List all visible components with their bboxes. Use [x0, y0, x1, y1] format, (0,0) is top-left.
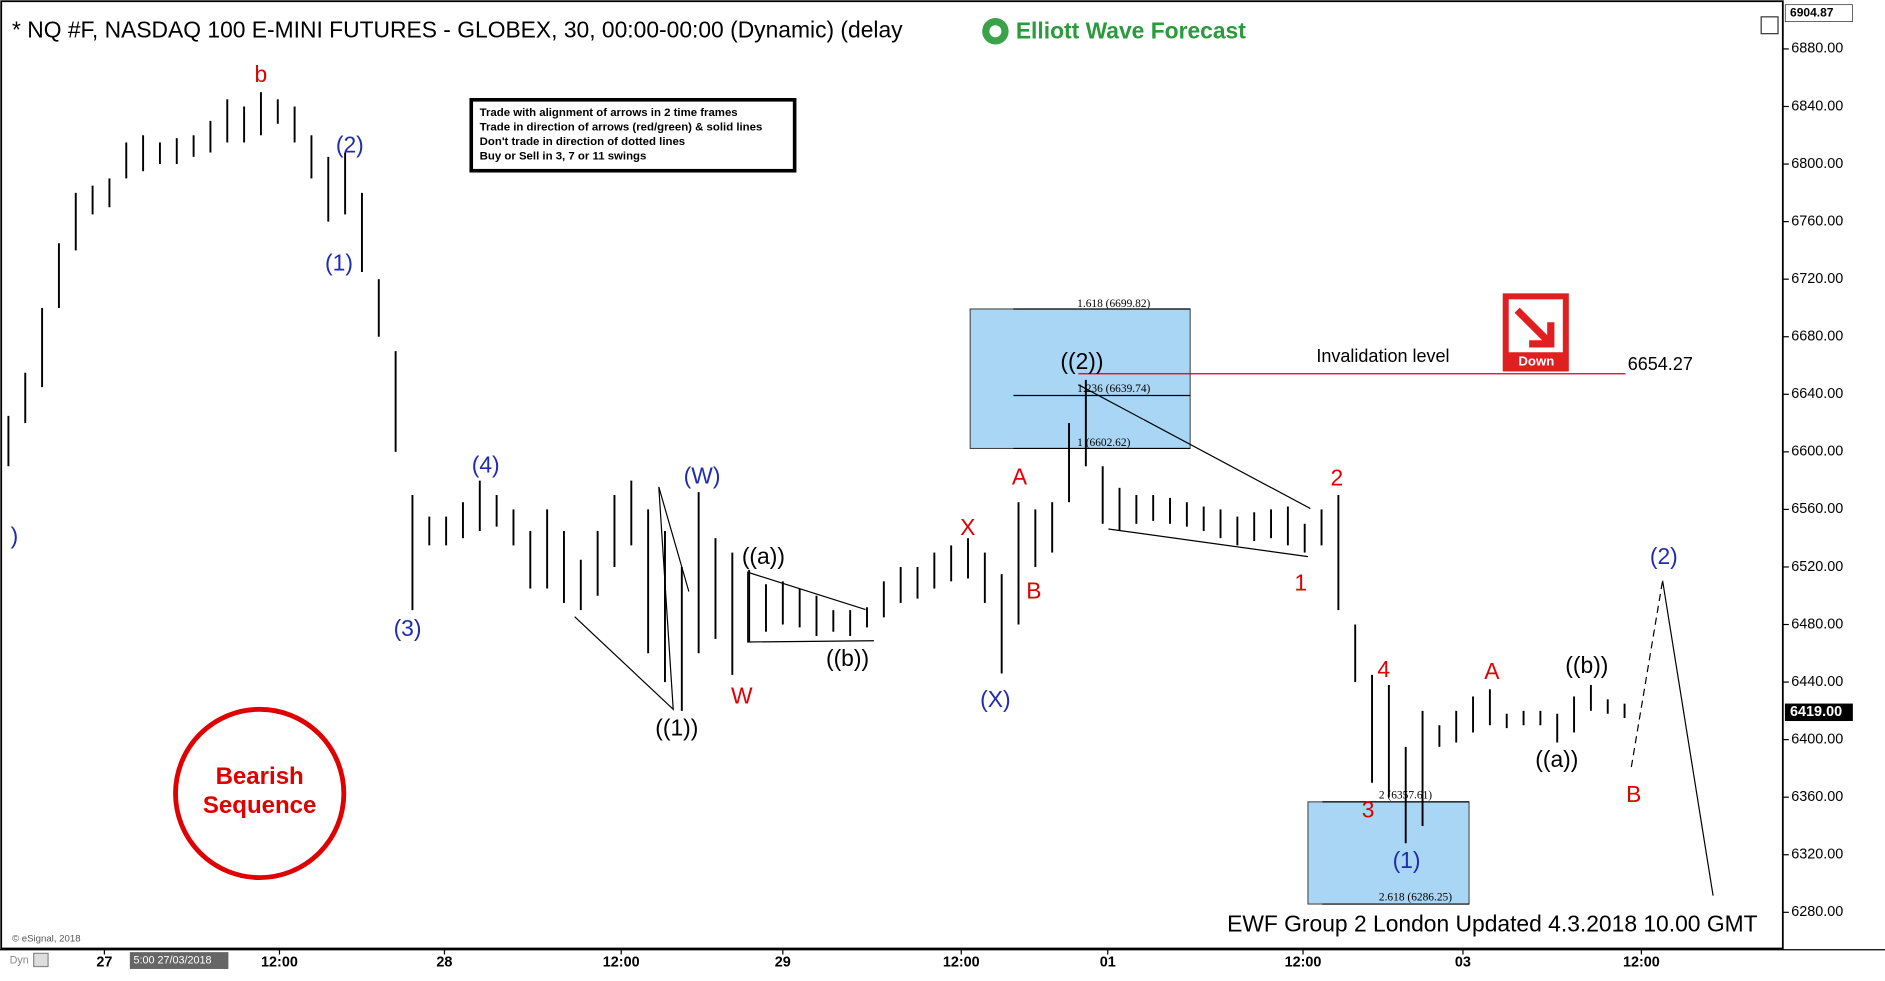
y-tick-label: 6520.00	[1791, 559, 1843, 575]
y-tick-label: 6800.00	[1791, 156, 1843, 172]
projection	[1630, 580, 1664, 768]
y-tick-label: 6680.00	[1791, 329, 1843, 345]
fib-box	[969, 308, 1191, 449]
y-tick-label: 6880.00	[1791, 41, 1843, 57]
wave-label: A	[1484, 658, 1500, 684]
x-tick-label: 12:00	[943, 955, 980, 971]
wave-label: )	[11, 522, 19, 548]
x-tick-label: 12:00	[1285, 955, 1322, 971]
y-tick-label: 6360.00	[1791, 789, 1843, 805]
cursor-time-box	[129, 952, 229, 969]
cursor-time: 5:00 27/03/2018	[133, 954, 211, 966]
rule-text: Don't trade in direction of dotted lines	[480, 136, 685, 148]
wave-label: b	[255, 61, 268, 87]
wave-label: W	[731, 682, 753, 708]
x-tick-label: 01	[1100, 955, 1116, 971]
logo-text: Elliott Wave Forecast	[1016, 18, 1246, 44]
bearish-text: Bearish	[216, 763, 304, 790]
y-tick-label: 6720.00	[1791, 271, 1843, 287]
fib-label: 1 (6602.62)	[1077, 437, 1130, 449]
fib-label: 1.618 (6699.82)	[1077, 298, 1150, 310]
y-tick-label: 6560.00	[1791, 501, 1843, 517]
wave-label: (W)	[684, 462, 721, 488]
bearish-text: Sequence	[203, 792, 317, 819]
fib-box	[1307, 801, 1470, 905]
wave-label: (1)	[1393, 847, 1421, 873]
fib-label: 2.618 (6286.25)	[1379, 892, 1452, 904]
fib-label: 1.236 (6639.74)	[1077, 383, 1150, 395]
rule-text: Trade with alignment of arrows in 2 time…	[480, 107, 738, 119]
projection	[1662, 580, 1714, 896]
price-bars	[7, 92, 1626, 844]
invalidation-price: 6654.27	[1628, 354, 1693, 374]
window-icon[interactable]	[1760, 16, 1779, 35]
logo-icon	[989, 25, 1002, 38]
wave-label: B	[1026, 578, 1041, 604]
x-tick-label: 29	[775, 955, 791, 971]
logo-bg	[973, 9, 1263, 53]
wave-label: ((b))	[1565, 652, 1608, 678]
wave-label: 2	[1330, 465, 1343, 491]
x-tick-label: 12:00	[1623, 955, 1660, 971]
invalidation-label: Invalidation level	[1316, 346, 1449, 366]
rule-text: Buy or Sell in 3, 7 or 11 swings	[480, 150, 647, 162]
price-marker	[1784, 4, 1853, 22]
plot-frame	[0, 0, 1784, 950]
trendline	[747, 571, 874, 643]
wave-label: 4	[1377, 656, 1390, 682]
y-tick-label: 6600.00	[1791, 444, 1843, 460]
wave-label: X	[960, 514, 975, 540]
wave-label: (2)	[1650, 543, 1678, 569]
y-tick-label: 6440.00	[1791, 674, 1843, 690]
rules-box	[469, 97, 797, 173]
trendline	[1108, 528, 1309, 558]
fib-label: 2 (6357.61)	[1379, 789, 1432, 801]
axes: 6280.00 6320.00 6360.00 6400.00 6440.00 6480.…	[96, 4, 1853, 971]
copyright: © eSignal, 2018	[12, 933, 81, 944]
wave-label: 3	[1362, 797, 1375, 823]
dyn-label[interactable]: Dyn	[10, 954, 29, 966]
wave-label: A	[1012, 464, 1028, 490]
y-tick-label: 6280.00	[1791, 904, 1843, 920]
x-tick-label: 27	[96, 955, 112, 971]
wave-label: ((a))	[742, 543, 785, 569]
dyn-button[interactable]	[33, 952, 49, 968]
y-tick-label: 6480.00	[1791, 616, 1843, 632]
wave-label: ((b))	[826, 645, 869, 671]
wave-label: (2)	[336, 132, 364, 158]
price-marker	[1784, 703, 1853, 722]
wave-label: ((a))	[1535, 746, 1578, 772]
trendline	[574, 486, 690, 711]
wave-label: (3)	[394, 615, 422, 641]
wave-label: (X)	[980, 686, 1010, 712]
price-marker-label: 6904.87	[1790, 5, 1834, 19]
x-tick-label: 28	[436, 955, 452, 971]
x-tick-label: 12:00	[261, 955, 298, 971]
rule-text: Trade in direction of arrows (red/green)…	[480, 121, 763, 133]
y-tick-label: 6840.00	[1791, 98, 1843, 114]
y-tick-label: 6640.00	[1791, 386, 1843, 402]
x-tick-label: 03	[1455, 955, 1471, 971]
wave-label: 1	[1294, 569, 1307, 595]
wave-label: B	[1626, 781, 1641, 807]
wave-label: (4)	[472, 451, 500, 477]
price-marker-label: 6419.00	[1790, 704, 1842, 720]
trendlines	[574, 384, 1714, 896]
footer: EWF Group 2 London Updated 4.3.2018 10.0…	[1227, 911, 1757, 937]
y-tick-label: 6400.00	[1791, 731, 1843, 747]
x-tick-label: 12:00	[603, 955, 640, 971]
wave-label: ((2))	[1060, 348, 1103, 374]
wave-label: (1)	[325, 250, 353, 276]
y-tick-label: 6760.00	[1791, 213, 1843, 229]
down-arrow	[1514, 307, 1555, 348]
chart-title: * NQ #F, NASDAQ 100 E-MINI FUTURES - GLO…	[12, 16, 903, 42]
down-label: Down	[1518, 353, 1554, 368]
wave-label: ((1))	[655, 715, 698, 741]
bearish-badge	[173, 706, 347, 881]
trendline	[1078, 384, 1311, 510]
y-tick-label: 6320.00	[1791, 847, 1843, 863]
